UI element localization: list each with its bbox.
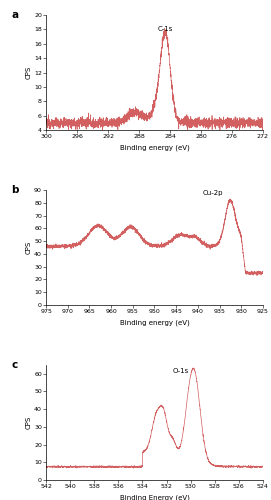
Text: b: b xyxy=(11,186,19,196)
Text: O-1s: O-1s xyxy=(173,368,189,374)
Y-axis label: CPS: CPS xyxy=(25,66,31,79)
Text: C-1s: C-1s xyxy=(158,26,173,32)
Text: Cu-2p: Cu-2p xyxy=(203,190,223,196)
X-axis label: Binding Energy (eV): Binding Energy (eV) xyxy=(120,494,189,500)
X-axis label: Binding energy (eV): Binding energy (eV) xyxy=(120,320,189,326)
Text: c: c xyxy=(11,360,18,370)
Y-axis label: CPS: CPS xyxy=(25,241,31,254)
Y-axis label: CPS: CPS xyxy=(25,416,31,429)
X-axis label: Binding energy (eV): Binding energy (eV) xyxy=(120,145,189,152)
Text: a: a xyxy=(11,10,18,20)
